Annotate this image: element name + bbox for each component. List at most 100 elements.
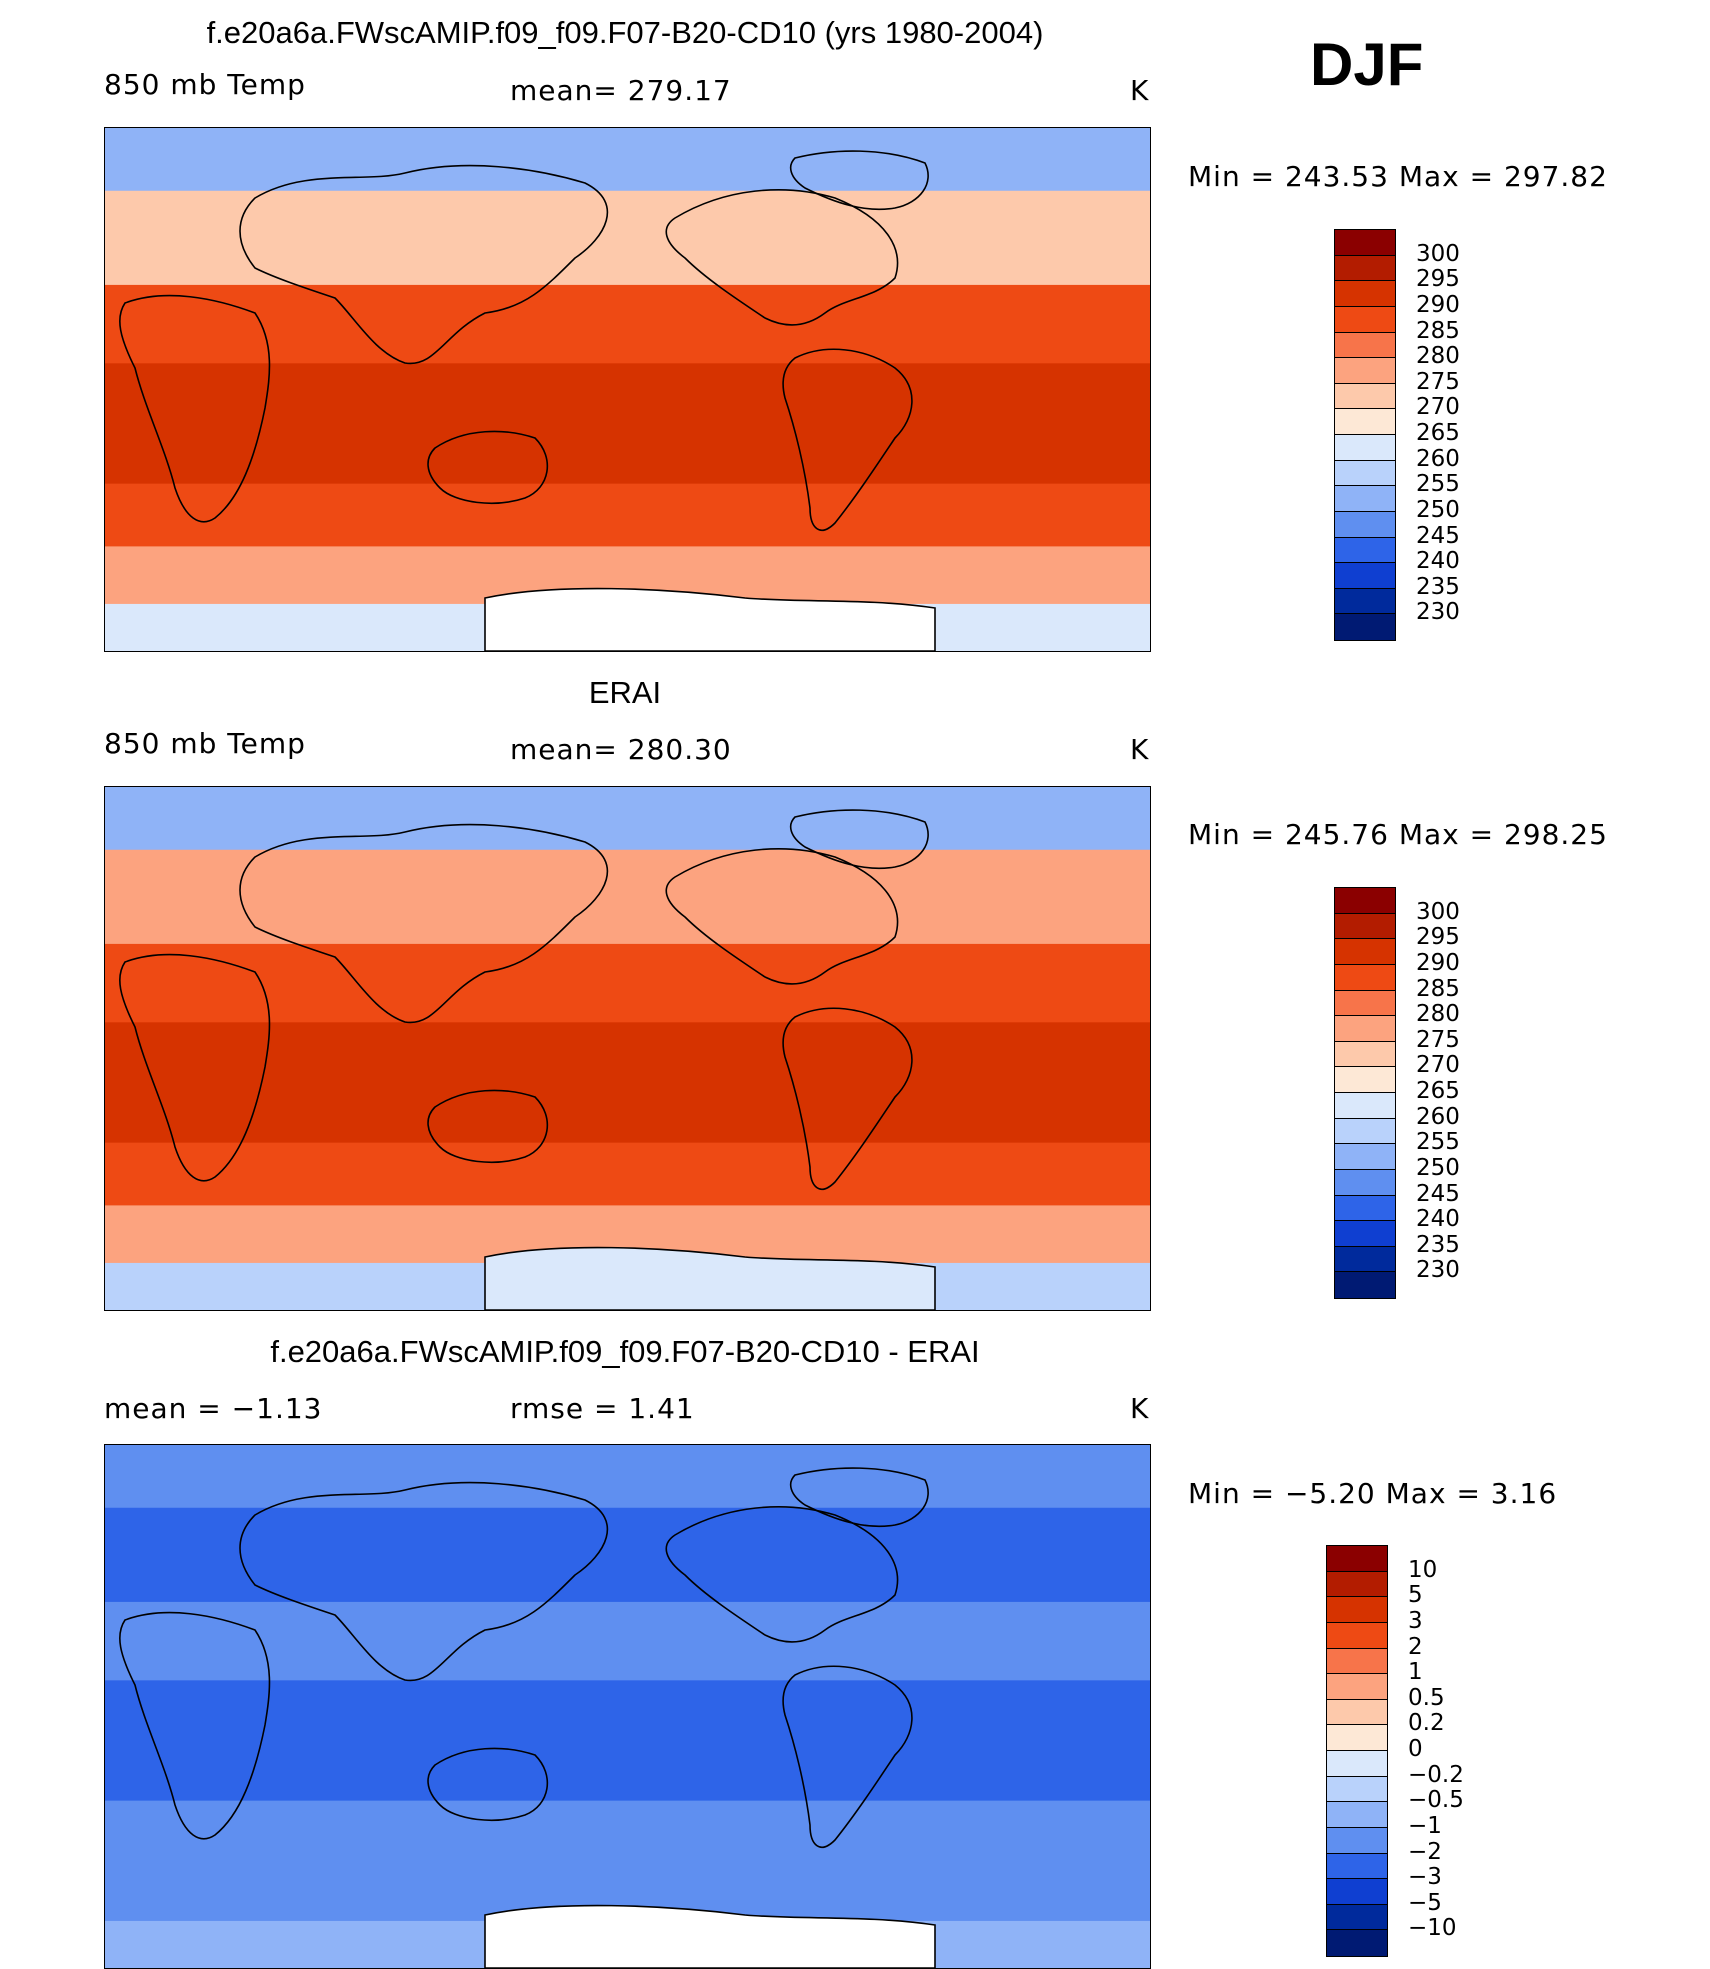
colorbar-cell — [1327, 1802, 1387, 1828]
colorbar-label: 255 — [1416, 471, 1460, 498]
coastline-4 — [782, 348, 913, 531]
colorbar-label: 300 — [1416, 240, 1460, 267]
panel-2-colorbar — [1334, 887, 1396, 1299]
coastline-0 — [239, 1481, 609, 1682]
colorbar-cell — [1335, 332, 1395, 359]
colorbar-cell — [1335, 990, 1395, 1017]
colorbar-label: 295 — [1416, 266, 1460, 293]
colorbar-label: 265 — [1416, 420, 1460, 446]
coastline-3 — [665, 848, 899, 985]
panel-1-map — [104, 127, 1151, 652]
colorbar-label: 5 — [1408, 1582, 1423, 1609]
coastline-4 — [782, 1665, 913, 1848]
colorbar-cell — [1335, 888, 1395, 914]
coastlines — [119, 150, 936, 651]
panel-2-map — [104, 786, 1151, 1311]
panel-1-units: K — [1130, 74, 1150, 107]
colorbar-cell — [1335, 358, 1395, 384]
colorbar-label: −0.5 — [1408, 1787, 1464, 1814]
coastline-6 — [484, 1904, 936, 1968]
colorbar-cell — [1335, 1246, 1395, 1273]
colorbar-cell — [1335, 1067, 1395, 1093]
panel-1-min-max: Min = 243.53 Max = 297.82 — [1188, 160, 1608, 193]
colorbar-cell — [1335, 614, 1395, 640]
colorbar-label: −2 — [1408, 1838, 1442, 1865]
colorbar-cell — [1335, 964, 1395, 991]
colorbar-label: 240 — [1416, 548, 1460, 575]
colorbar-label: 275 — [1416, 368, 1460, 395]
north-polar-band — [105, 128, 1150, 192]
colorbar-cell — [1327, 1699, 1387, 1726]
colorbar-cell — [1335, 563, 1395, 589]
colorbar-label: 270 — [1416, 1052, 1460, 1079]
colorbar-label: 2 — [1408, 1633, 1423, 1660]
colorbar-label: 285 — [1416, 317, 1460, 344]
north-midlatitude-band — [105, 190, 1150, 286]
colorbar-cell — [1335, 1016, 1395, 1042]
colorbar-label: 230 — [1416, 1257, 1460, 1284]
colorbar-cell — [1327, 1930, 1387, 1956]
south-tropics-band — [105, 483, 1150, 548]
colorbar-cell — [1327, 1725, 1387, 1751]
coastline-5 — [789, 1467, 929, 1528]
north-midlatitude-band — [105, 849, 1150, 945]
colorbar-cell — [1335, 1221, 1395, 1247]
coastline-6 — [484, 587, 936, 651]
coastline-0 — [239, 164, 609, 365]
colorbar-cell — [1327, 1751, 1387, 1777]
colorbar-label: 0.5 — [1408, 1684, 1445, 1711]
colorbar-cell — [1335, 537, 1395, 564]
colorbar-label: −5 — [1408, 1889, 1442, 1916]
colorbar-cell — [1327, 1674, 1387, 1700]
coastline-3 — [665, 1506, 899, 1643]
north-polar-band — [105, 1445, 1150, 1509]
coastline-2 — [427, 1747, 549, 1821]
coastline-2 — [427, 1089, 549, 1163]
colorbar-cell — [1327, 1546, 1387, 1572]
colorbar-cell — [1335, 281, 1395, 307]
north-polar-band — [105, 787, 1150, 851]
colorbar-cell — [1335, 511, 1395, 538]
colorbar-cell — [1335, 1093, 1395, 1119]
colorbar-label: −0.2 — [1408, 1761, 1464, 1788]
colorbar-label: 265 — [1416, 1078, 1460, 1104]
colorbar-cell — [1335, 486, 1395, 512]
panel-2-left-label: 850 mb Temp — [104, 727, 306, 760]
colorbar-cell — [1335, 409, 1395, 435]
panel-3-colorbar — [1326, 1545, 1388, 1957]
colorbar-label: 1 — [1408, 1659, 1423, 1686]
colorbar-cell — [1335, 383, 1395, 410]
colorbar-cell — [1335, 1144, 1395, 1170]
colorbar-label: 295 — [1416, 924, 1460, 951]
south-tropics-band — [105, 1800, 1150, 1865]
colorbar-label: 290 — [1416, 949, 1460, 976]
north-tropics-band — [105, 943, 1150, 1024]
coastline-5 — [789, 809, 929, 870]
panel-3-map — [104, 1444, 1151, 1969]
colorbar-cell — [1327, 1776, 1387, 1803]
panel-1-colorbar — [1334, 229, 1396, 641]
colorbar-label: 245 — [1416, 522, 1460, 549]
colorbar-label: 255 — [1416, 1129, 1460, 1156]
panel-3-min-max: Min = −5.20 Max = 3.16 — [1188, 1477, 1558, 1510]
colorbar-cell — [1335, 913, 1395, 940]
north-tropics-band — [105, 284, 1150, 365]
colorbar-label: 3 — [1408, 1607, 1423, 1634]
colorbar-cell — [1335, 435, 1395, 461]
coastline-1 — [119, 294, 271, 523]
north-tropics-band — [105, 1601, 1150, 1682]
panel-2-min-max: Min = 245.76 Max = 298.25 — [1188, 818, 1608, 851]
colorbar-label: 260 — [1416, 1103, 1460, 1130]
panel-1-left-label: 850 mb Temp — [104, 68, 306, 101]
colorbar-label: 230 — [1416, 599, 1460, 626]
colorbar-label: −10 — [1408, 1915, 1457, 1942]
coastline-2 — [427, 430, 549, 504]
coastline-0 — [239, 823, 609, 1024]
panel-2-units: K — [1130, 733, 1150, 766]
colorbar-label: 250 — [1416, 496, 1460, 523]
colorbar-cell — [1327, 1879, 1387, 1905]
colorbar-label: −1 — [1408, 1812, 1442, 1839]
colorbar-label: 280 — [1416, 343, 1460, 370]
coastline-1 — [119, 953, 271, 1182]
north-midlatitude-band — [105, 1507, 1150, 1603]
